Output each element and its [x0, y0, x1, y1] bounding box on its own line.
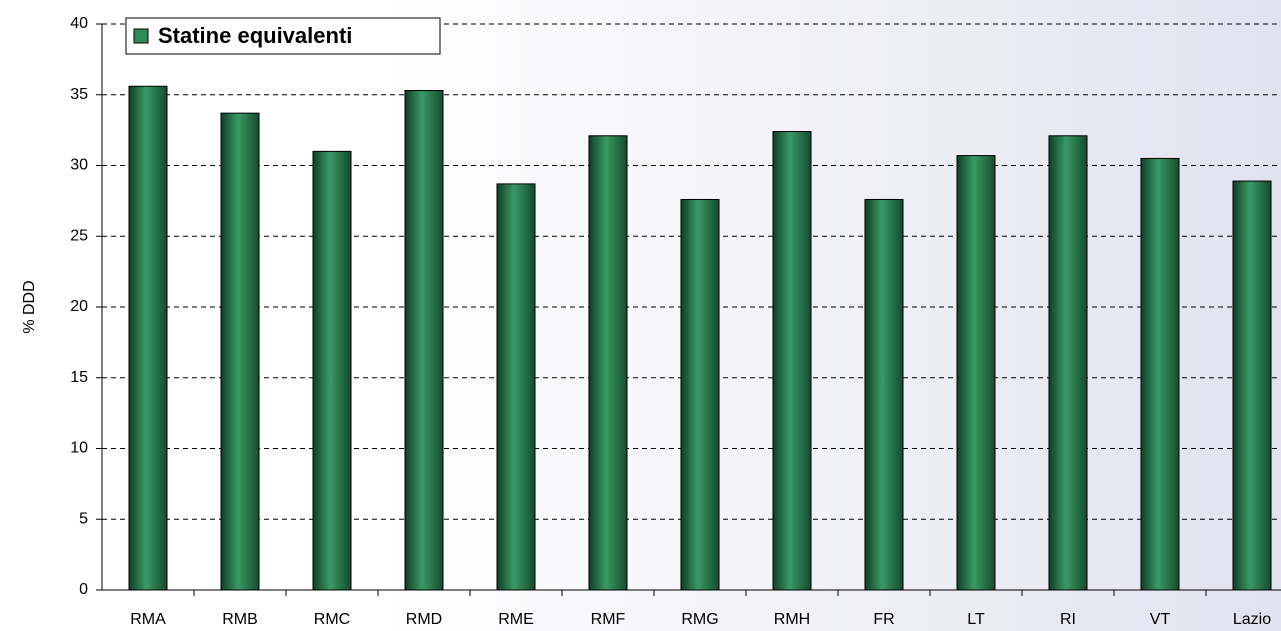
bar: [1232, 180, 1272, 591]
y-tick-label: 5: [79, 510, 88, 527]
bar: [1140, 157, 1180, 591]
x-tick-label: RMF: [591, 611, 626, 628]
y-tick-label: 20: [70, 298, 88, 315]
bar: [1048, 135, 1088, 591]
y-tick-label: 30: [70, 157, 88, 174]
bar: [312, 150, 352, 591]
x-tick-label: RME: [498, 611, 534, 628]
y-tick-label: 40: [70, 15, 88, 32]
bar: [128, 85, 168, 591]
y-tick-label: 25: [70, 227, 88, 244]
y-tick-label: 15: [70, 369, 88, 386]
bar: [220, 112, 260, 591]
x-tick-label: VT: [1150, 611, 1171, 628]
x-tick-label: RMB: [222, 611, 258, 628]
bar: [956, 155, 996, 591]
bar: [496, 183, 536, 591]
y-axis-label: % DDD: [21, 280, 38, 333]
legend-swatch: [133, 28, 149, 44]
x-tick-label: RMH: [774, 611, 810, 628]
x-tick-label: RMG: [681, 611, 718, 628]
legend-box: [125, 17, 441, 55]
legend-label: Statine equivalenti: [158, 23, 352, 48]
y-tick-label: 35: [70, 86, 88, 103]
x-tick-label: RMD: [406, 611, 442, 628]
bar: [772, 131, 812, 591]
bar: [864, 198, 904, 591]
x-tick-label: FR: [873, 611, 894, 628]
x-tick-label: LT: [967, 611, 985, 628]
y-tick-label: 0: [79, 581, 88, 598]
y-tick-label: 10: [70, 440, 88, 457]
x-tick-label: RI: [1060, 611, 1076, 628]
x-tick-label: Lazio: [1233, 611, 1271, 628]
x-tick-label: RMC: [314, 611, 350, 628]
bar: [588, 135, 628, 591]
bar: [680, 198, 720, 591]
x-tick-label: RMA: [130, 611, 166, 628]
bar: [404, 90, 444, 591]
